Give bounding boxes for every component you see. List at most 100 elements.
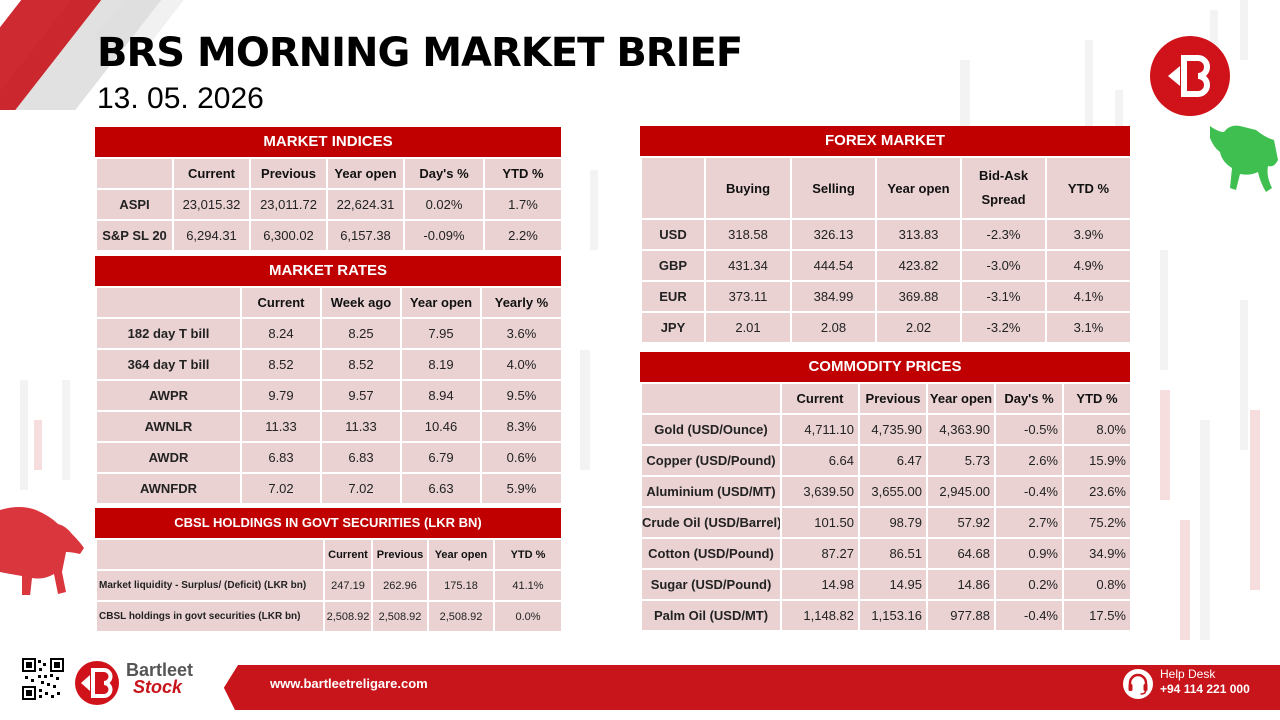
table-cell: -3.2% <box>960 311 1047 344</box>
row-label: AWPR <box>95 379 242 412</box>
table-cell: 10.46 <box>400 410 482 443</box>
row-label: ASPI <box>95 188 174 221</box>
table-row: AWNLR 11.33 11.33 10.46 8.3% <box>95 410 563 443</box>
table-cell: 423.82 <box>875 249 962 282</box>
helpdesk-label: Help Desk <box>1160 667 1216 681</box>
row-label: CBSL holdings in govt securities (LKR bn… <box>95 600 325 633</box>
table-cell: 977.88 <box>926 599 996 632</box>
footer-band <box>210 665 1280 710</box>
qr-code-icon[interactable] <box>22 658 64 700</box>
table-cell: 2.01 <box>704 311 792 344</box>
table-cell: 4.9% <box>1045 249 1132 282</box>
table-header-row: Current Previous Year open YTD % <box>95 538 563 571</box>
header-cell: YTD % <box>493 538 563 571</box>
table-cell: 9.79 <box>240 379 322 412</box>
table-cell: 8.3% <box>480 410 563 443</box>
header-cell: Buying <box>704 156 792 220</box>
table-cell: 4,711.10 <box>780 413 860 446</box>
table-cell: 326.13 <box>790 218 877 251</box>
bull-icon <box>1210 125 1278 192</box>
table-cell: 431.34 <box>704 249 792 282</box>
table-cell: 64.68 <box>926 537 996 570</box>
header-cell: Year open <box>400 286 482 319</box>
header-cell: Week ago <box>320 286 402 319</box>
table-cell: 98.79 <box>858 506 928 539</box>
header-cell: Bid-Ask Spread <box>960 156 1047 220</box>
commodity-prices-heading: COMMODITY PRICES <box>640 352 1130 382</box>
table-cell: 3,639.50 <box>780 475 860 508</box>
table-cell: 0.0% <box>493 600 563 633</box>
table-cell: 6,157.38 <box>326 219 405 252</box>
table-cell: 1,153.16 <box>858 599 928 632</box>
header-cell: Year open <box>926 382 996 415</box>
table-cell: 11.33 <box>240 410 322 443</box>
table-cell: 1.7% <box>483 188 563 221</box>
header-cell: Current <box>172 157 251 190</box>
table-cell: 313.83 <box>875 218 962 251</box>
table-row: Copper (USD/Pound) 6.64 6.47 5.73 2.6% 1… <box>640 444 1132 477</box>
table-cell: 4,735.90 <box>858 413 928 446</box>
brand-sub: Stock <box>133 677 183 697</box>
table-cell: 14.95 <box>858 568 928 601</box>
table-cell: 6.83 <box>240 441 322 474</box>
market-indices-table: Current Previous Year open Day's % YTD %… <box>95 157 563 252</box>
table-row: GBP 431.34 444.54 423.82 -3.0% 4.9% <box>640 249 1132 282</box>
header-cell: Year open <box>326 157 405 190</box>
table-row: S&P SL 20 6,294.31 6,300.02 6,157.38 -0.… <box>95 219 563 252</box>
table-cell: 23,015.32 <box>172 188 251 221</box>
header-cell: Day's % <box>994 382 1064 415</box>
table-cell: 0.8% <box>1062 568 1132 601</box>
row-label: Cotton (USD/Pound) <box>640 537 782 570</box>
cbsl-holdings-table: Current Previous Year open YTD % Market … <box>95 538 563 633</box>
market-indices-panel: MARKET INDICES Current Previous Year ope… <box>95 127 563 252</box>
table-row: USD 318.58 326.13 313.83 -2.3% 3.9% <box>640 218 1132 251</box>
table-cell: 3.6% <box>480 317 563 350</box>
table-cell: 15.9% <box>1062 444 1132 477</box>
table-cell: 2,508.92 <box>371 600 429 633</box>
table-cell: 8.0% <box>1062 413 1132 446</box>
table-cell: -0.5% <box>994 413 1064 446</box>
cbsl-holdings-panel: CBSL HOLDINGS IN GOVT SECURITIES (LKR BN… <box>95 508 563 633</box>
table-cell: 8.19 <box>400 348 482 381</box>
website-link[interactable]: www.bartleetreligare.com <box>270 676 428 691</box>
table-cell: 2,508.92 <box>323 600 373 633</box>
table-cell: 8.52 <box>320 348 402 381</box>
forex-market-heading: FOREX MARKET <box>640 126 1130 156</box>
table-row: ASPI 23,015.32 23,011.72 22,624.31 0.02%… <box>95 188 563 221</box>
table-cell: 7.02 <box>320 472 402 505</box>
headset-icon <box>1123 669 1153 699</box>
table-cell: 384.99 <box>790 280 877 313</box>
table-cell: 14.86 <box>926 568 996 601</box>
table-cell: 6.47 <box>858 444 928 477</box>
table-cell: 6.63 <box>400 472 482 505</box>
header-cell: Previous <box>371 538 429 571</box>
table-header-row: Buying Selling Year open Bid-Ask Spread … <box>640 156 1132 220</box>
table-cell: 2,945.00 <box>926 475 996 508</box>
table-row: CBSL holdings in govt securities (LKR bn… <box>95 600 563 633</box>
table-cell: 34.9% <box>1062 537 1132 570</box>
row-label: JPY <box>640 311 706 344</box>
table-row: AWPR 9.79 9.57 8.94 9.5% <box>95 379 563 412</box>
header-cell: Yearly % <box>480 286 563 319</box>
row-label: Aluminium (USD/MT) <box>640 475 782 508</box>
cbsl-holdings-heading: CBSL HOLDINGS IN GOVT SECURITIES (LKR BN… <box>95 508 561 538</box>
header-cell: Current <box>323 538 373 571</box>
header-cell <box>640 382 782 415</box>
table-row: Crude Oil (USD/Barrel) 101.50 98.79 57.9… <box>640 506 1132 539</box>
table-cell: -0.09% <box>403 219 485 252</box>
table-row: Cotton (USD/Pound) 87.27 86.51 64.68 0.9… <box>640 537 1132 570</box>
table-cell: 86.51 <box>858 537 928 570</box>
table-row: Market liquidity - Surplus/ (Deficit) (L… <box>95 569 563 602</box>
helpdesk-phone[interactable]: +94 114 221 000 <box>1160 682 1250 696</box>
table-cell: 23.6% <box>1062 475 1132 508</box>
table-cell: 262.96 <box>371 569 429 602</box>
table-cell: 3.1% <box>1045 311 1132 344</box>
table-cell: 0.02% <box>403 188 485 221</box>
table-cell: -2.3% <box>960 218 1047 251</box>
market-rates-heading: MARKET RATES <box>95 256 561 286</box>
table-cell: 0.2% <box>994 568 1064 601</box>
table-cell: 8.24 <box>240 317 322 350</box>
table-cell: 2.6% <box>994 444 1064 477</box>
row-label: Copper (USD/Pound) <box>640 444 782 477</box>
table-cell: 87.27 <box>780 537 860 570</box>
